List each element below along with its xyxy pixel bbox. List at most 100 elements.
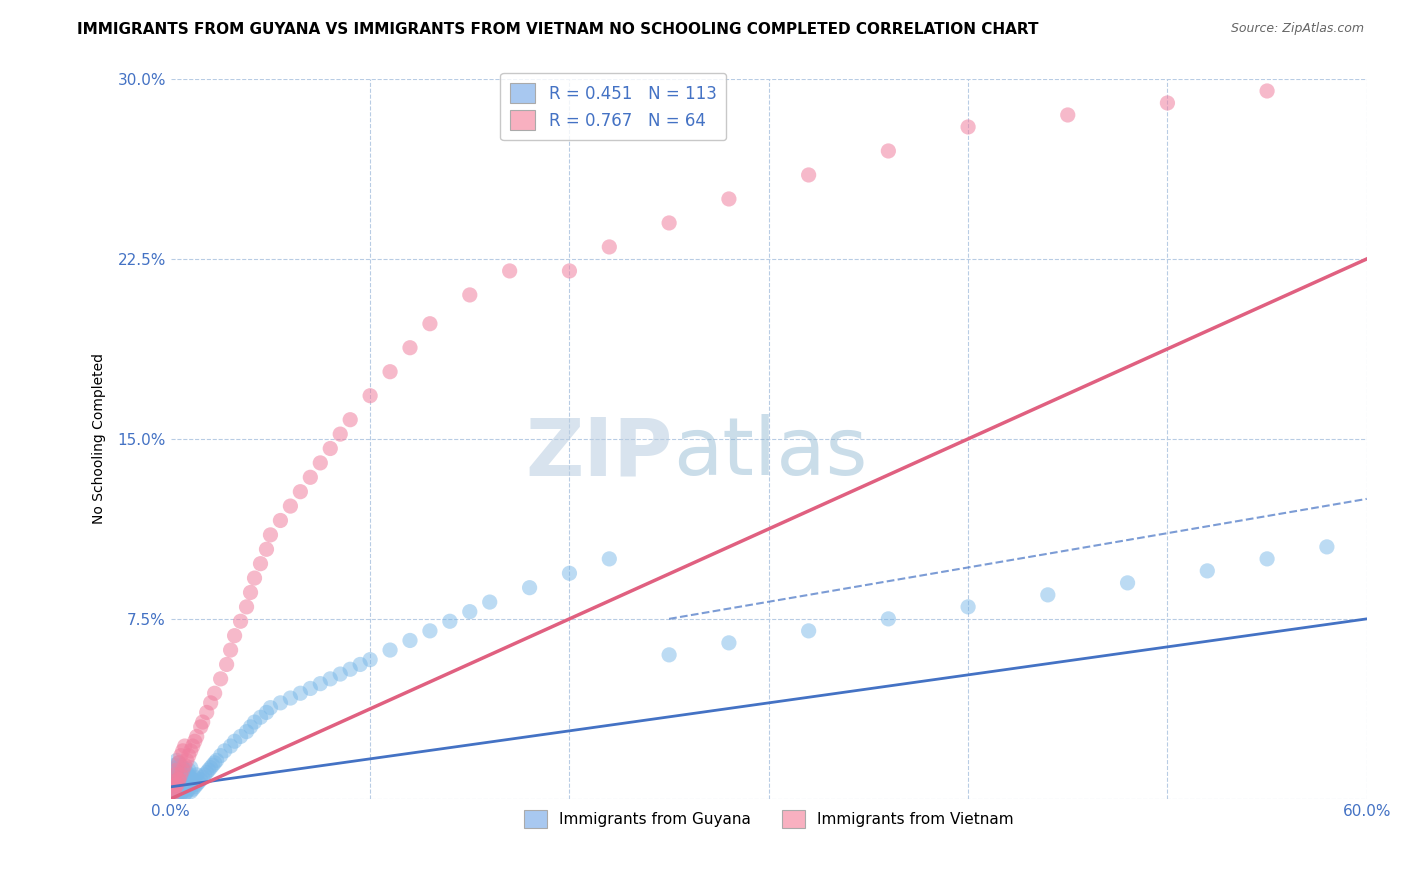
- Point: [167, 763, 190, 777]
- Point: [235, 599, 257, 614]
- Point: [280, 691, 302, 706]
- Point: [173, 758, 195, 772]
- Point: [224, 629, 246, 643]
- Point: [173, 780, 195, 794]
- Point: [339, 662, 361, 676]
- Point: [243, 571, 266, 585]
- Point: [190, 772, 212, 787]
- Point: [205, 754, 228, 768]
- Point: [181, 739, 204, 753]
- Point: [797, 624, 820, 638]
- Point: [290, 686, 312, 700]
- Point: [598, 240, 620, 254]
- Point: [172, 784, 194, 798]
- Point: [162, 775, 184, 789]
- Point: [219, 739, 242, 753]
- Point: [717, 636, 740, 650]
- Point: [163, 782, 186, 797]
- Point: [176, 765, 198, 780]
- Point: [180, 777, 202, 791]
- Point: [458, 605, 481, 619]
- Point: [269, 514, 291, 528]
- Point: [197, 763, 219, 777]
- Point: [172, 782, 194, 797]
- Point: [186, 768, 208, 782]
- Point: [177, 763, 200, 777]
- Point: [419, 624, 441, 638]
- Point: [166, 782, 188, 797]
- Point: [181, 772, 204, 787]
- Point: [658, 648, 681, 662]
- Point: [162, 784, 184, 798]
- Point: [166, 780, 188, 794]
- Point: [167, 777, 190, 791]
- Text: IMMIGRANTS FROM GUYANA VS IMMIGRANTS FROM VIETNAM NO SCHOOLING COMPLETED CORRELA: IMMIGRANTS FROM GUYANA VS IMMIGRANTS FRO…: [77, 22, 1039, 37]
- Point: [163, 787, 186, 801]
- Point: [186, 730, 208, 744]
- Point: [170, 748, 193, 763]
- Point: [170, 787, 193, 801]
- Point: [399, 633, 422, 648]
- Point: [269, 696, 291, 710]
- Point: [194, 768, 217, 782]
- Point: [249, 557, 271, 571]
- Point: [214, 744, 236, 758]
- Point: [519, 581, 541, 595]
- Legend: Immigrants from Guyana, Immigrants from Vietnam: Immigrants from Guyana, Immigrants from …: [517, 804, 1019, 834]
- Point: [290, 484, 312, 499]
- Point: [167, 784, 190, 798]
- Point: [176, 784, 198, 798]
- Point: [166, 777, 188, 791]
- Point: [167, 772, 190, 787]
- Point: [319, 672, 342, 686]
- Text: atlas: atlas: [673, 414, 868, 492]
- Point: [166, 787, 188, 801]
- Point: [239, 585, 262, 599]
- Point: [163, 765, 186, 780]
- Point: [877, 144, 900, 158]
- Point: [243, 714, 266, 729]
- Point: [378, 365, 401, 379]
- Point: [256, 542, 278, 557]
- Point: [280, 499, 302, 513]
- Point: [162, 777, 184, 791]
- Text: ZIP: ZIP: [526, 414, 673, 492]
- Point: [180, 770, 202, 784]
- Point: [204, 756, 226, 770]
- Point: [1116, 575, 1139, 590]
- Point: [162, 787, 184, 801]
- Point: [167, 756, 190, 770]
- Point: [166, 761, 188, 775]
- Point: [339, 413, 361, 427]
- Point: [173, 787, 195, 801]
- Point: [399, 341, 422, 355]
- Point: [166, 777, 188, 791]
- Point: [186, 777, 208, 791]
- Point: [166, 763, 188, 777]
- Point: [173, 770, 195, 784]
- Point: [1056, 108, 1078, 122]
- Point: [329, 667, 352, 681]
- Point: [359, 653, 381, 667]
- Point: [172, 744, 194, 758]
- Point: [458, 288, 481, 302]
- Point: [162, 770, 184, 784]
- Point: [309, 456, 332, 470]
- Point: [191, 770, 214, 784]
- Point: [180, 784, 202, 798]
- Point: [877, 612, 900, 626]
- Y-axis label: No Schooling Completed: No Schooling Completed: [93, 353, 107, 524]
- Point: [329, 427, 352, 442]
- Point: [349, 657, 371, 672]
- Point: [167, 772, 190, 787]
- Point: [183, 734, 205, 748]
- Point: [957, 120, 980, 134]
- Point: [1316, 540, 1339, 554]
- Point: [176, 775, 198, 789]
- Point: [163, 787, 186, 801]
- Point: [299, 470, 322, 484]
- Point: [166, 754, 188, 768]
- Point: [172, 763, 194, 777]
- Point: [1156, 95, 1178, 110]
- Point: [167, 777, 190, 791]
